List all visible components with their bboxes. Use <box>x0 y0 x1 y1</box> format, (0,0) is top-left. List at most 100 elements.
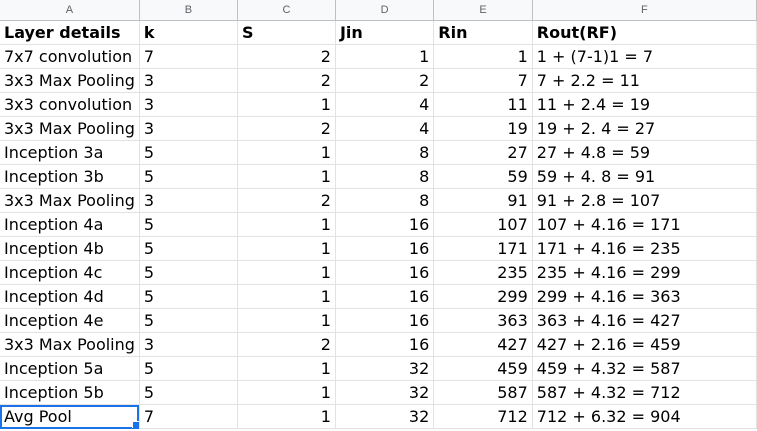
cell-s[interactable]: 2 <box>237 116 336 141</box>
cell-s[interactable]: 1 <box>237 284 336 309</box>
cell-jin[interactable]: 16 <box>335 212 435 237</box>
cell-rout[interactable]: 459 + 4.32 = 587 <box>532 356 757 381</box>
column-header-f[interactable]: F <box>532 0 757 21</box>
cell-rout[interactable]: 235 + 4.16 = 299 <box>532 260 757 285</box>
cell-k[interactable]: 3 <box>139 92 238 117</box>
column-header-c[interactable]: C <box>237 0 336 21</box>
cell-rout[interactable]: 1 + (7-1)1 = 7 <box>532 44 757 69</box>
cell-s[interactable]: 1 <box>237 404 336 429</box>
cell-header-rin[interactable]: Rin <box>433 20 533 45</box>
cell-jin[interactable]: 16 <box>335 260 435 285</box>
cell-header-rout[interactable]: Rout(RF) <box>532 20 757 45</box>
cell-s[interactable]: 1 <box>237 356 336 381</box>
cell-rout[interactable]: 59 + 4. 8 = 91 <box>532 164 757 189</box>
cell-jin[interactable]: 32 <box>335 404 435 429</box>
cell-k[interactable]: 5 <box>139 380 238 405</box>
cell-jin[interactable]: 1 <box>335 44 435 69</box>
cell-k[interactable]: 3 <box>139 332 238 357</box>
cell-s[interactable]: 1 <box>237 212 336 237</box>
column-header-e[interactable]: E <box>433 0 533 21</box>
cell-rin[interactable]: 299 <box>433 284 533 309</box>
cell-jin[interactable]: 16 <box>335 284 435 309</box>
cell-rout[interactable]: 7 + 2.2 = 11 <box>532 68 757 93</box>
cell-s[interactable]: 1 <box>237 92 336 117</box>
cell-jin[interactable]: 8 <box>335 188 435 213</box>
cell-header-s[interactable]: S <box>237 20 336 45</box>
cell-layer[interactable]: Inception 3b <box>0 164 140 189</box>
cell-rin[interactable]: 712 <box>433 404 533 429</box>
cell-rout[interactable]: 712 + 6.32 = 904 <box>532 404 757 429</box>
cell-layer[interactable]: 7x7 convolution <box>0 44 140 69</box>
cell-rin[interactable]: 587 <box>433 380 533 405</box>
cell-header-jin[interactable]: Jin <box>335 20 435 45</box>
cell-layer[interactable]: Inception 5a <box>0 356 140 381</box>
cell-jin[interactable]: 16 <box>335 308 435 333</box>
cell-s[interactable]: 1 <box>237 164 336 189</box>
cell-rout[interactable]: 363 + 4.16 = 427 <box>532 308 757 333</box>
cell-rout[interactable]: 27 + 4.8 = 59 <box>532 140 757 165</box>
cell-header-k[interactable]: k <box>139 20 238 45</box>
cell-k[interactable]: 5 <box>139 260 238 285</box>
cell-s[interactable]: 2 <box>237 332 336 357</box>
cell-jin[interactable]: 4 <box>335 92 435 117</box>
cell-k[interactable]: 7 <box>139 44 238 69</box>
cell-rout[interactable]: 427 + 2.16 = 459 <box>532 332 757 357</box>
cell-jin[interactable]: 2 <box>335 68 435 93</box>
cell-rin[interactable]: 59 <box>433 164 533 189</box>
cell-rin[interactable]: 1 <box>433 44 533 69</box>
cell-layer[interactable]: 3x3 convolution <box>0 92 140 117</box>
cell-k[interactable]: 5 <box>139 356 238 381</box>
cell-rin[interactable]: 27 <box>433 140 533 165</box>
cell-k[interactable]: 5 <box>139 308 238 333</box>
cell-rout[interactable]: 91 + 2.8 = 107 <box>532 188 757 213</box>
cell-layer[interactable]: 3x3 Max Pooling <box>0 116 140 141</box>
cell-rin[interactable]: 171 <box>433 236 533 261</box>
cell-rin[interactable]: 459 <box>433 356 533 381</box>
cell-s[interactable]: 2 <box>237 68 336 93</box>
cell-layer[interactable]: Inception 4d <box>0 284 140 309</box>
cell-s[interactable]: 2 <box>237 44 336 69</box>
cell-layer[interactable]: Avg Pool <box>0 404 140 429</box>
cell-layer[interactable]: Inception 5b <box>0 380 140 405</box>
cell-k[interactable]: 3 <box>139 188 238 213</box>
cell-rout[interactable]: 171 + 4.16 = 235 <box>532 236 757 261</box>
cell-jin[interactable]: 32 <box>335 356 435 381</box>
cell-rout[interactable]: 19 + 2. 4 = 27 <box>532 116 757 141</box>
cell-rin[interactable]: 19 <box>433 116 533 141</box>
cell-layer[interactable]: Inception 4e <box>0 308 140 333</box>
cell-k[interactable]: 7 <box>139 404 238 429</box>
fill-handle[interactable] <box>131 421 139 428</box>
cell-layer[interactable]: Inception 3a <box>0 140 140 165</box>
cell-k[interactable]: 5 <box>139 140 238 165</box>
cell-rin[interactable]: 363 <box>433 308 533 333</box>
column-header-d[interactable]: D <box>335 0 435 21</box>
cell-rout[interactable]: 587 + 4.32 = 712 <box>532 380 757 405</box>
cell-layer[interactable]: 3x3 Max Pooling <box>0 68 140 93</box>
cell-k[interactable]: 3 <box>139 116 238 141</box>
cell-header-layer[interactable]: Layer details <box>0 20 140 45</box>
cell-jin[interactable]: 32 <box>335 380 435 405</box>
cell-jin[interactable]: 16 <box>335 236 435 261</box>
cell-s[interactable]: 1 <box>237 308 336 333</box>
cell-k[interactable]: 5 <box>139 212 238 237</box>
cell-k[interactable]: 5 <box>139 164 238 189</box>
cell-rin[interactable]: 235 <box>433 260 533 285</box>
cell-rin[interactable]: 107 <box>433 212 533 237</box>
cell-s[interactable]: 1 <box>237 140 336 165</box>
cell-s[interactable]: 1 <box>237 380 336 405</box>
cell-rin[interactable]: 11 <box>433 92 533 117</box>
cell-s[interactable]: 1 <box>237 260 336 285</box>
cell-rin[interactable]: 91 <box>433 188 533 213</box>
cell-s[interactable]: 1 <box>237 236 336 261</box>
cell-layer[interactable]: Inception 4a <box>0 212 140 237</box>
cell-k[interactable]: 5 <box>139 284 238 309</box>
cell-k[interactable]: 5 <box>139 236 238 261</box>
column-header-b[interactable]: B <box>139 0 238 21</box>
cell-jin[interactable]: 16 <box>335 332 435 357</box>
cell-k[interactable]: 3 <box>139 68 238 93</box>
cell-rout[interactable]: 299 + 4.16 = 363 <box>532 284 757 309</box>
cell-jin[interactable]: 4 <box>335 116 435 141</box>
cell-layer[interactable]: 3x3 Max Pooling <box>0 332 140 357</box>
cell-layer[interactable]: Inception 4c <box>0 260 140 285</box>
